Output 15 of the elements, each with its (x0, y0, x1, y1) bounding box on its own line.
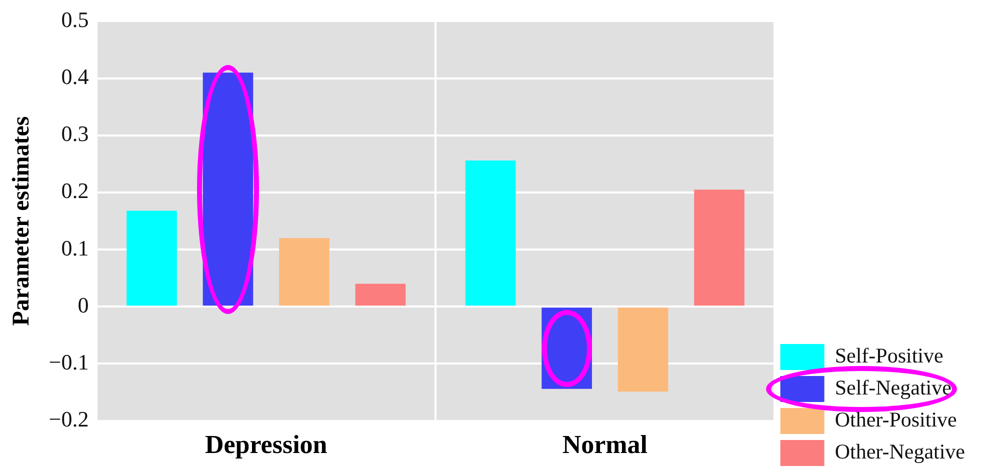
y-axis-title: Parameter estimates (8, 116, 35, 326)
y-tick-label: 0 (78, 292, 89, 318)
y-tick-label: 0.4 (61, 64, 89, 90)
y-tick-label: 0.5 (61, 6, 89, 32)
legend-label: Other-Negative (834, 440, 966, 464)
x-tick-label: Depression (204, 430, 328, 460)
legend-label: Self-Positive (834, 344, 944, 368)
legend-label: Self-Negative (834, 376, 952, 400)
y-tick-label: 0.3 (61, 121, 89, 146)
y-tick-label: 0.1 (61, 235, 89, 260)
legend-label: Other-Positive (834, 408, 957, 432)
y-tick-label: −0.1 (48, 349, 89, 374)
y-tick-label: 0.2 (61, 178, 89, 204)
x-tick-label: Normal (562, 430, 648, 460)
y-tick-label: −0.2 (48, 406, 89, 432)
